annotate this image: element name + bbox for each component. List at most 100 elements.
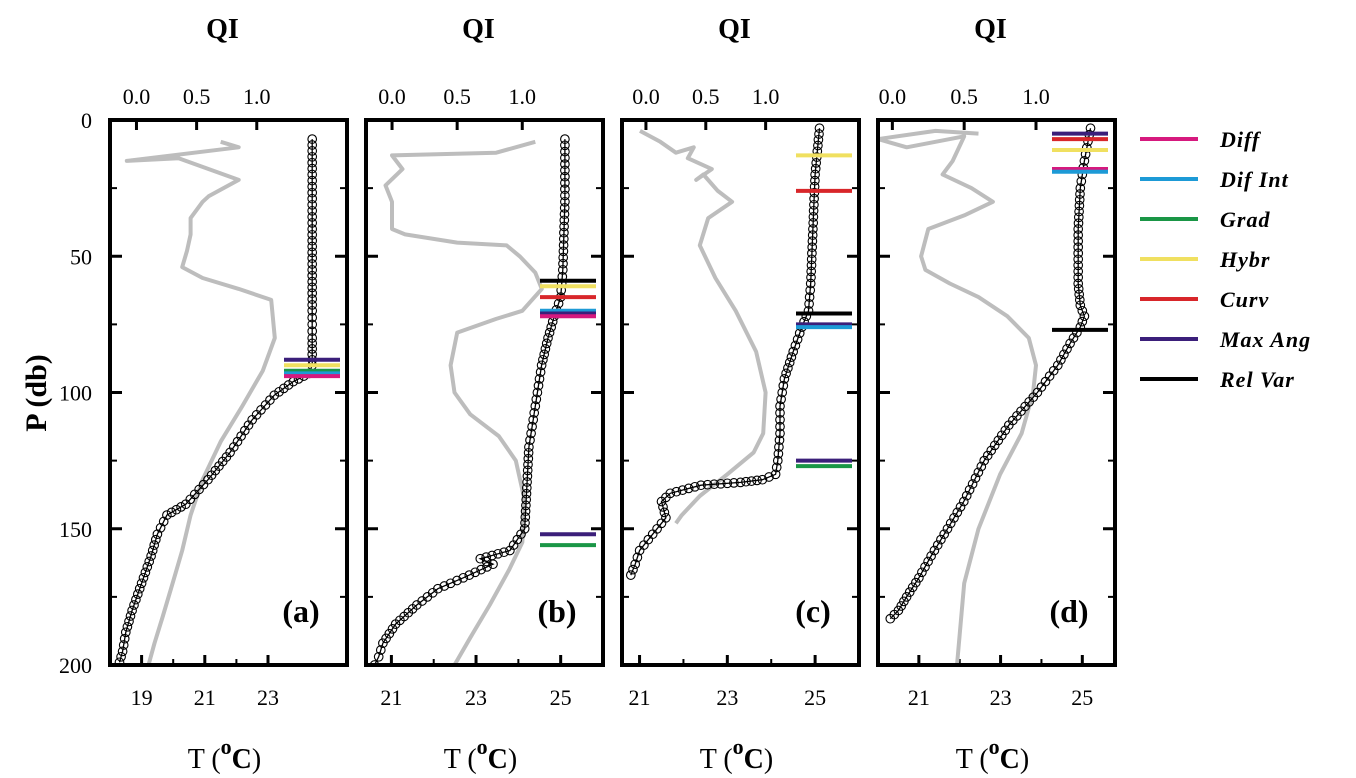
temperature-data-point [729,478,739,488]
temperature-data-point [521,500,531,511]
qi-tick-label: 0.0 [123,84,151,109]
panel-label: (b) [537,593,576,629]
temperature-data-point [722,478,733,489]
temperature-data-point [520,506,531,517]
temperature-data-point [307,157,318,168]
temperature-data-point [1073,236,1084,246]
qi-tick-label: 1.0 [509,84,537,109]
temperature-data-point [560,134,570,144]
temperature-data-point [735,477,746,488]
temperature-data-point [307,212,318,222]
temperature-profile-line [373,139,566,665]
temperature-data-point [558,252,569,263]
temperature-data-point [117,646,128,657]
temperature-data-point [805,278,816,289]
temperature-data-point [307,199,318,210]
temperature-data-point [1073,254,1084,265]
temperature-data-point [1073,212,1084,223]
temperature-data-point [986,445,997,456]
temperature-data-point [907,582,918,593]
temperature-data-point [926,551,936,561]
qi-curve [639,129,768,525]
temperature-data-point [996,430,1007,441]
temperature-data-point [524,442,534,452]
temperature-data-point [390,619,401,629]
temperature-data-point [521,483,532,493]
temperature-data-point [786,352,797,362]
temperature-data-point [630,559,641,570]
temperature-data-point [770,469,781,480]
temperature-data-point [307,333,318,343]
temperature-data-point [307,300,318,310]
temperature-data-point [560,165,570,176]
temperature-data-point [628,564,638,575]
temperature-data-point [792,334,803,345]
temperature-data-point [505,545,515,556]
panel-label: (c) [795,593,831,629]
temperature-data-point [939,529,950,540]
temperature-data-point [993,435,1004,446]
temperature-profile-line [118,139,313,663]
temperature-data-point [522,471,533,482]
temperature-data-point [559,215,570,226]
temperature-data-point [967,479,978,489]
temperature-data-point [904,587,915,597]
temperature-data-point [958,496,969,507]
temperature-data-point [808,212,819,222]
legend-label: Rel Var [1219,367,1295,392]
temperature-data-point [1081,142,1092,153]
legend-label: Grad [1220,207,1270,232]
temperature-data-point [307,270,318,281]
temperature-data-point [125,611,136,621]
temperature-data-point [558,234,569,244]
temperature-data-point [774,442,784,452]
temperature-data-point [885,613,896,624]
temperature-data-point [979,455,990,466]
panel-1: QI 0.0 0.5 1.0 19 21 23 T (oC) 0 50 100 150 200 (a) [59,14,349,775]
temperature-data-point [307,282,318,293]
temperature-data-point [658,502,668,512]
temperature-data-point [481,552,492,562]
temperature-tick-label: 25 [804,685,826,710]
legend-label: Max Ang [1219,327,1311,352]
temperature-data-point [656,496,667,507]
temperature-data-point [746,476,757,486]
temperature-data-point [176,502,186,512]
legend-label: Curv [1220,287,1269,312]
temperature-data-point [481,556,492,567]
temperature-profile-line [630,128,821,576]
temperature-data-point [523,447,534,458]
temperature-data-point [114,657,125,665]
pressure-tick-label: 50 [70,244,92,269]
temperature-axis-label: T (oC) [700,734,773,775]
temperature-data-point [307,241,318,252]
temperature-data-point [1075,189,1085,199]
temperature-data-point [659,507,670,518]
temperature-data-point [134,583,145,594]
temperature-data-point [520,518,530,528]
temperature-data-point [741,476,751,487]
temperature-data-point [158,516,169,527]
temperature-data-point [715,478,726,489]
temperature-data-point [559,203,570,213]
temperature-data-point [520,512,531,522]
temperature-data-point [808,205,819,216]
temperature-tick-label: 23 [465,685,487,710]
temperature-data-point [152,529,163,540]
temperature-data-point [807,230,818,240]
temperature-data-point [683,483,694,494]
temperature-data-point [1075,183,1086,193]
temperature-data-point [1077,316,1088,327]
temperature-data-point [806,260,817,271]
temperature-data-point [696,480,706,491]
temperature-data-point [771,462,782,473]
temperature-data-point [535,367,546,377]
temperature-data-point [775,408,785,418]
temperature-data-point [807,242,818,253]
temperature-data-point [936,534,946,545]
temperature-data-point [774,435,785,446]
temperature-data-point [452,575,462,586]
qi-axis-title: QI [974,14,1007,45]
